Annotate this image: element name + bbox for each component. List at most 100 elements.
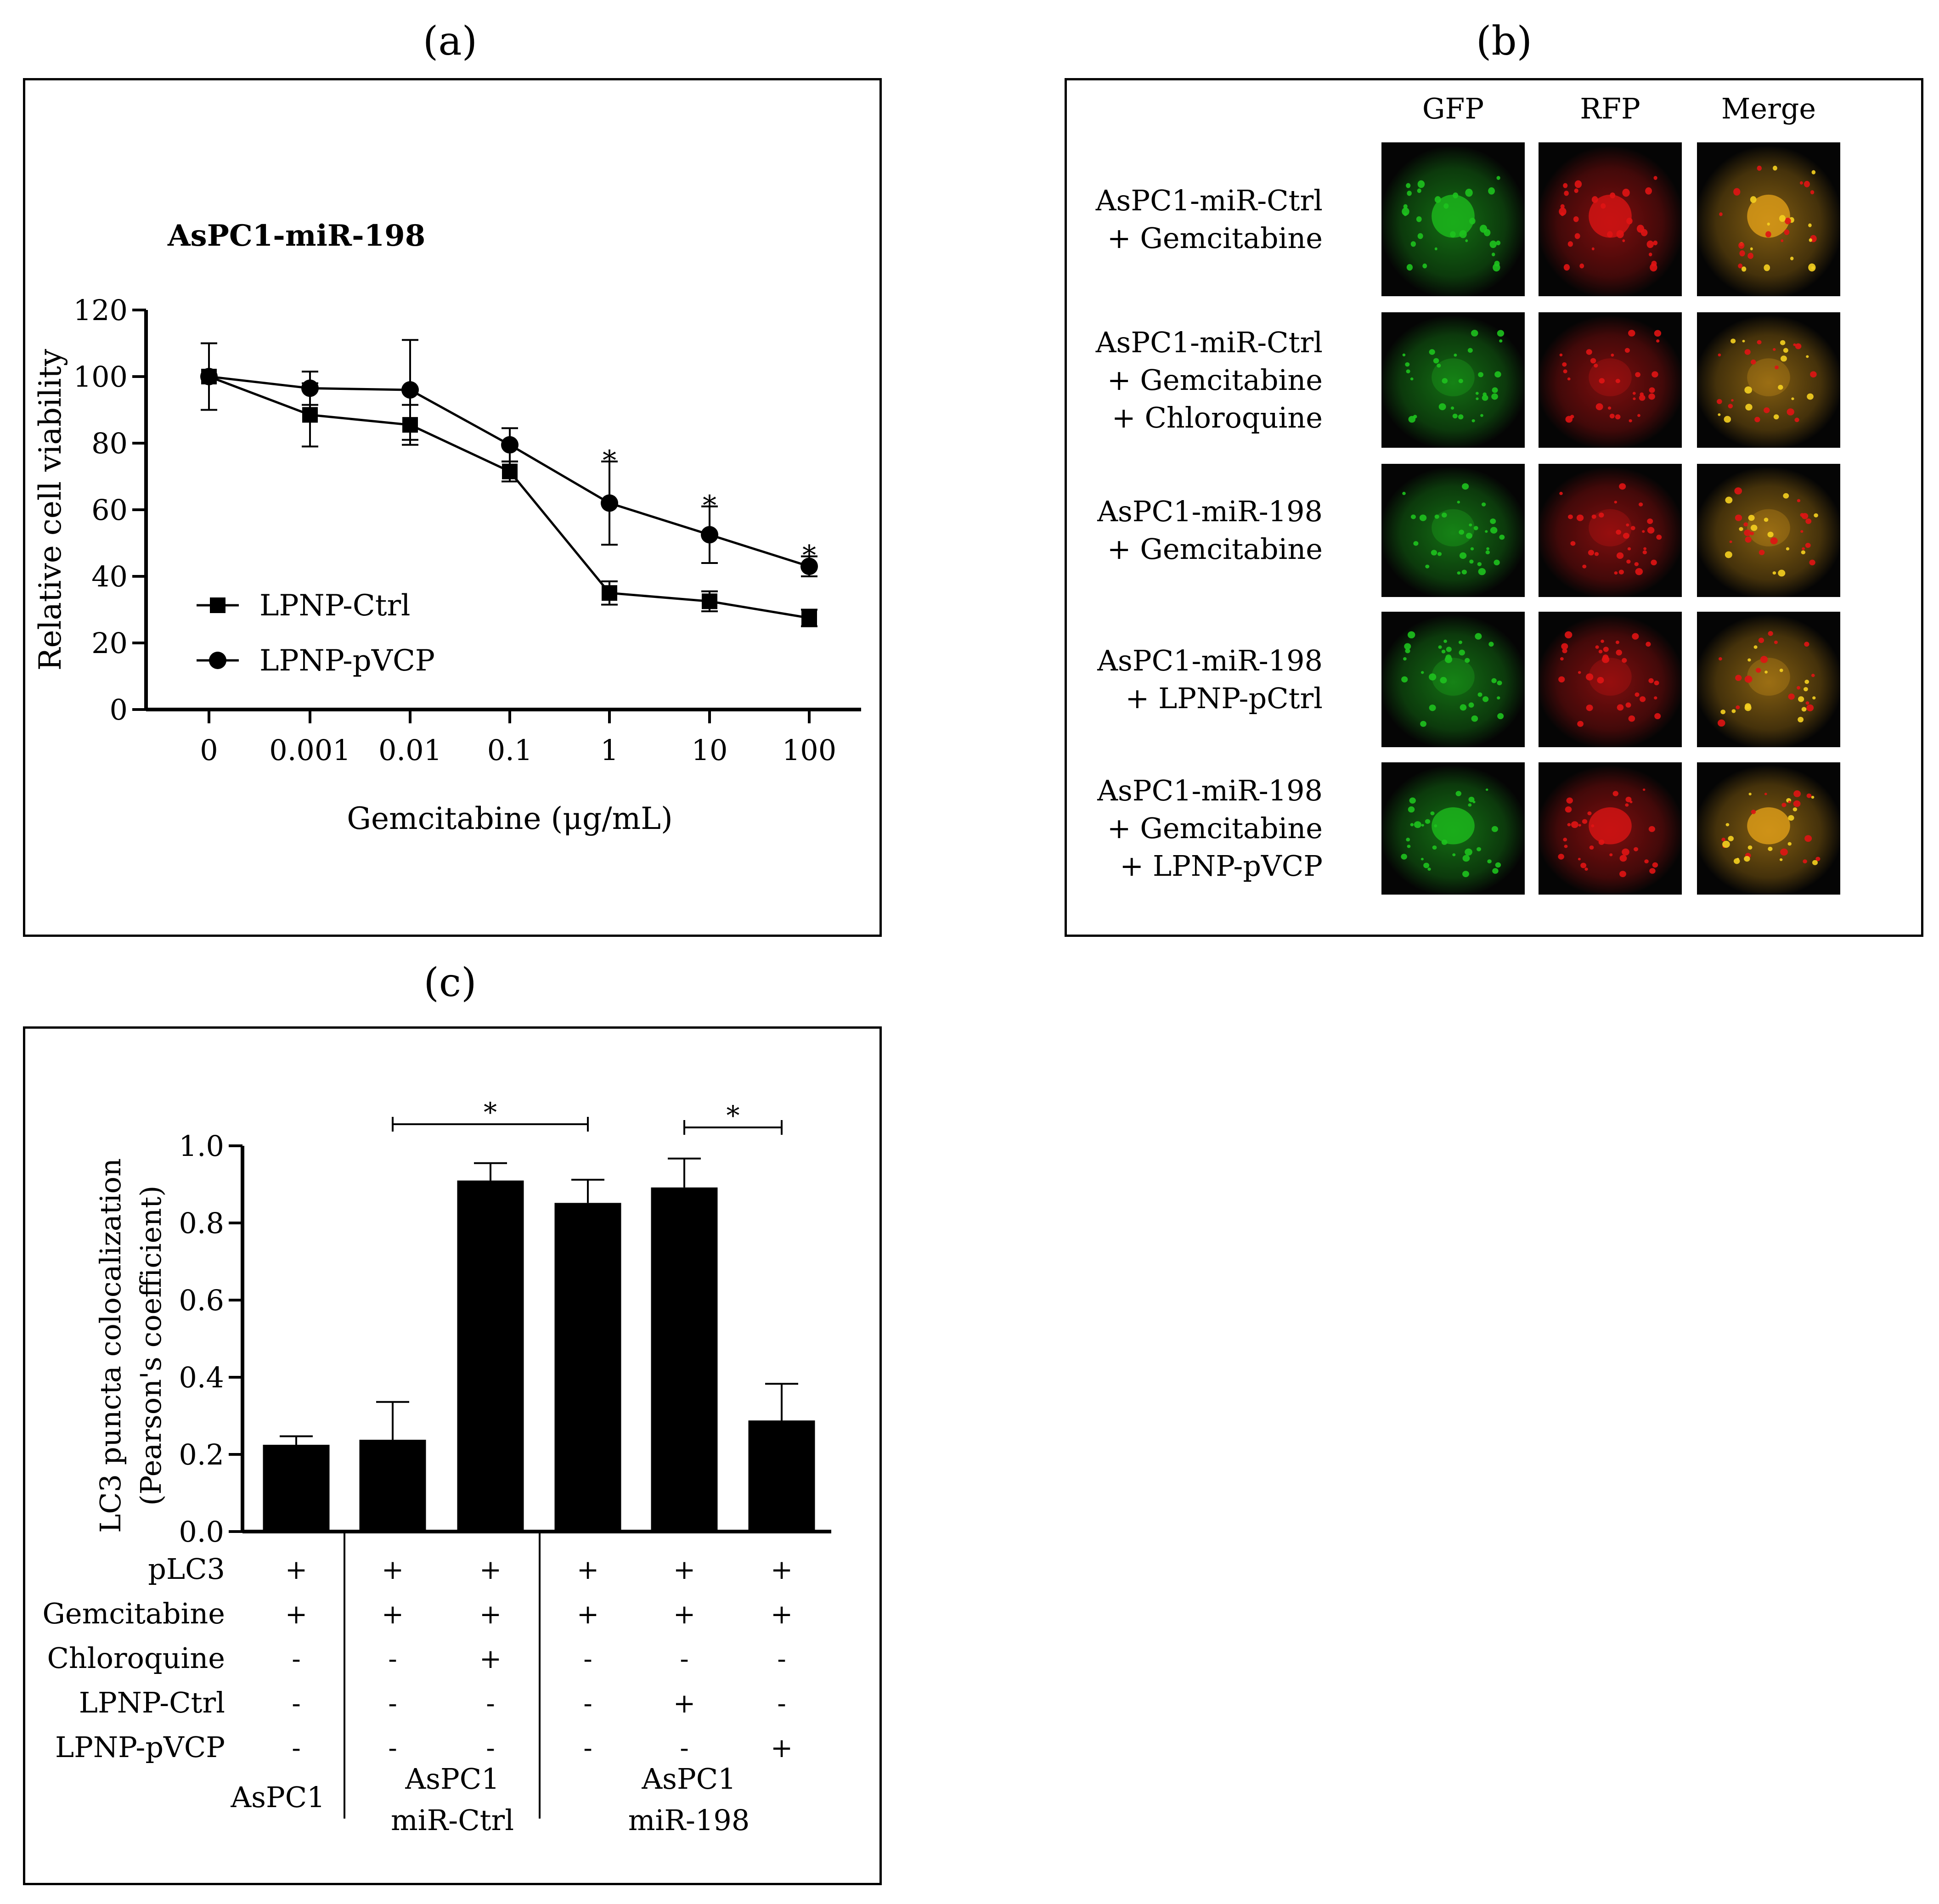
puncta: [1764, 407, 1770, 413]
puncta: [1765, 231, 1771, 237]
puncta: [1485, 550, 1490, 555]
puncta: [1416, 216, 1422, 222]
condition-mark: -: [777, 1688, 786, 1719]
puncta: [1488, 187, 1495, 195]
puncta: [1767, 222, 1770, 226]
puncta: [1647, 527, 1655, 534]
panel-label-c: (c): [423, 960, 477, 1006]
puncta: [1406, 264, 1413, 271]
bar: [651, 1187, 718, 1532]
puncta: [1492, 387, 1498, 393]
puncta: [1736, 705, 1740, 710]
puncta: [1429, 704, 1436, 711]
puncta: [1721, 838, 1726, 842]
puncta: [1725, 496, 1733, 504]
puncta: [1750, 247, 1753, 251]
puncta: [1615, 378, 1620, 383]
micrograph-column-label: GFP: [1422, 92, 1484, 125]
significance-star: *: [727, 1100, 740, 1131]
puncta: [1591, 247, 1595, 251]
puncta: [1757, 165, 1762, 171]
puncta: [1434, 247, 1437, 251]
puncta: [1728, 836, 1734, 841]
puncta: [1630, 526, 1635, 530]
puncta: [1408, 416, 1416, 423]
puncta: [1648, 393, 1655, 400]
condition-mark: +: [673, 1599, 696, 1630]
puncta: [1559, 491, 1563, 495]
condition-mark: -: [292, 1688, 301, 1719]
puncta: [1774, 640, 1778, 644]
puncta: [1634, 847, 1639, 851]
puncta: [1760, 656, 1768, 663]
micrograph-row-label-line: AsPC1-miR-198: [1097, 495, 1323, 528]
puncta: [1614, 501, 1618, 504]
puncta: [1497, 696, 1500, 700]
puncta: [1805, 701, 1809, 705]
condition-mark: +: [577, 1554, 599, 1585]
puncta: [1497, 680, 1502, 686]
puncta: [1454, 354, 1457, 357]
micrograph-row-label: AsPC1-miR-198 + Gemcitabine + LPNP-pVCP: [1097, 772, 1323, 885]
puncta: [1745, 404, 1753, 411]
puncta: [1458, 640, 1462, 644]
condition-label: Chloroquine: [47, 1641, 225, 1675]
puncta: [1409, 797, 1416, 804]
puncta: [1440, 677, 1447, 684]
puncta: [1493, 263, 1500, 272]
puncta: [1739, 527, 1743, 531]
group-label-line1: AsPC1: [405, 1762, 499, 1796]
puncta: [1635, 568, 1643, 575]
puncta: [1773, 414, 1779, 420]
puncta: [1806, 355, 1809, 358]
puncta: [1751, 810, 1756, 814]
cell-nucleus: [1747, 658, 1790, 696]
significance-star: *: [703, 490, 716, 522]
puncta: [1607, 231, 1613, 237]
y-tick-label: 1.0: [179, 1129, 224, 1163]
puncta: [1725, 551, 1732, 558]
puncta: [1497, 713, 1504, 720]
puncta: [1642, 530, 1645, 533]
significance-star: *: [484, 1097, 497, 1128]
puncta: [1582, 819, 1588, 824]
bar: [359, 1440, 426, 1532]
puncta: [1778, 569, 1786, 577]
cell-nucleus: [1589, 658, 1632, 696]
puncta: [1402, 491, 1406, 495]
puncta: [1488, 642, 1494, 647]
puncta: [1403, 204, 1408, 209]
condition-mark: +: [285, 1599, 308, 1630]
puncta: [1450, 406, 1454, 410]
puncta: [1471, 330, 1478, 337]
micrograph-row-label: AsPC1-miR-198 + LPNP-pCtrl: [1097, 642, 1323, 717]
puncta: [1747, 845, 1753, 850]
puncta: [1718, 353, 1721, 357]
puncta: [1797, 686, 1801, 690]
puncta: [1743, 522, 1748, 527]
puncta: [1745, 703, 1751, 710]
puncta: [1466, 533, 1472, 539]
puncta: [1590, 358, 1596, 364]
puncta: [1496, 176, 1500, 180]
x-tick-label: 1: [600, 733, 618, 767]
puncta: [1473, 526, 1478, 530]
puncta: [1722, 840, 1730, 848]
condition-mark: -: [292, 1732, 301, 1763]
puncta: [1806, 704, 1814, 711]
puncta: [1607, 406, 1612, 410]
cell-body: [1539, 315, 1682, 448]
puncta: [1725, 823, 1730, 827]
puncta: [1622, 658, 1627, 663]
puncta: [1460, 704, 1467, 711]
bar: [263, 1445, 330, 1532]
puncta: [1643, 547, 1647, 550]
puncta: [1647, 518, 1653, 524]
puncta: [1764, 793, 1767, 795]
puncta: [1468, 702, 1474, 708]
puncta: [1625, 803, 1629, 807]
puncta: [1599, 378, 1605, 384]
puncta: [1747, 658, 1751, 662]
puncta: [1656, 339, 1660, 343]
puncta: [1750, 524, 1758, 531]
